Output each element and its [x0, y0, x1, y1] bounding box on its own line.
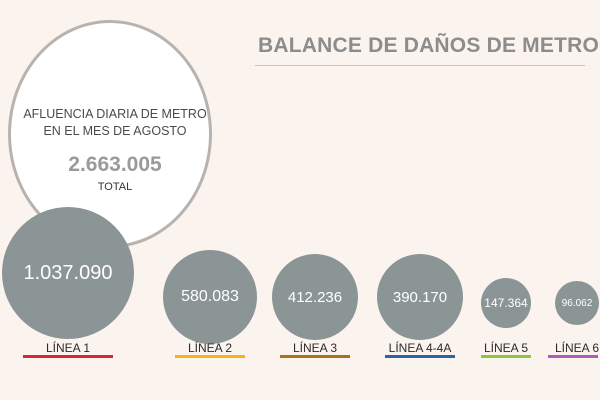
- line-label-2: LÍNEA 2: [187, 341, 233, 355]
- bubble-line-6: 96.062: [555, 281, 599, 325]
- line-color-bar-3: [280, 355, 350, 358]
- line-label-1: LÍNEA 1: [45, 341, 91, 355]
- bubble-line-5: 147.364: [481, 278, 531, 328]
- bubble-value: 147.364: [484, 296, 528, 310]
- line-color-bar-1: [23, 355, 113, 358]
- bubble-value: 580.083: [181, 288, 239, 305]
- bubble-value: 1.037.090: [23, 261, 113, 284]
- bubble-line-2: 580.083: [163, 250, 257, 344]
- bubble-value: 390.170: [392, 288, 448, 306]
- bubble-line-3: 412.236: [272, 254, 358, 340]
- bubble-value: 96.062: [561, 297, 593, 309]
- bubble-value: 412.236: [287, 288, 343, 306]
- page-title: BALANCE DE DAÑOS DE METRO: [258, 34, 600, 57]
- line-label-6: LÍNEA 6: [554, 341, 600, 355]
- total-label: AFLUENCIA DIARIA DE METRO EN EL MES DE A…: [20, 106, 210, 140]
- line-color-bar-6: [548, 355, 598, 358]
- total-value: 2.663.005: [68, 153, 162, 176]
- line-color-bar-5: [481, 355, 531, 358]
- total-label-line1: AFLUENCIA DIARIA DE METRO: [23, 107, 207, 121]
- total-circle: [8, 20, 212, 248]
- bubble-line-4: 390.170: [377, 254, 463, 340]
- line-label-4: LÍNEA 4-4A: [388, 341, 452, 355]
- bubble-line-1: 1.037.090: [2, 207, 134, 339]
- line-label-3: LÍNEA 3: [292, 341, 338, 355]
- line-label-5: LÍNEA 5: [483, 341, 529, 355]
- total-word: TOTAL: [97, 181, 133, 193]
- total-label-line2: EN EL MES DE AGOSTO: [43, 124, 187, 138]
- line-color-bar-4: [385, 355, 455, 358]
- line-color-bar-2: [175, 355, 245, 358]
- title-divider: [255, 65, 585, 66]
